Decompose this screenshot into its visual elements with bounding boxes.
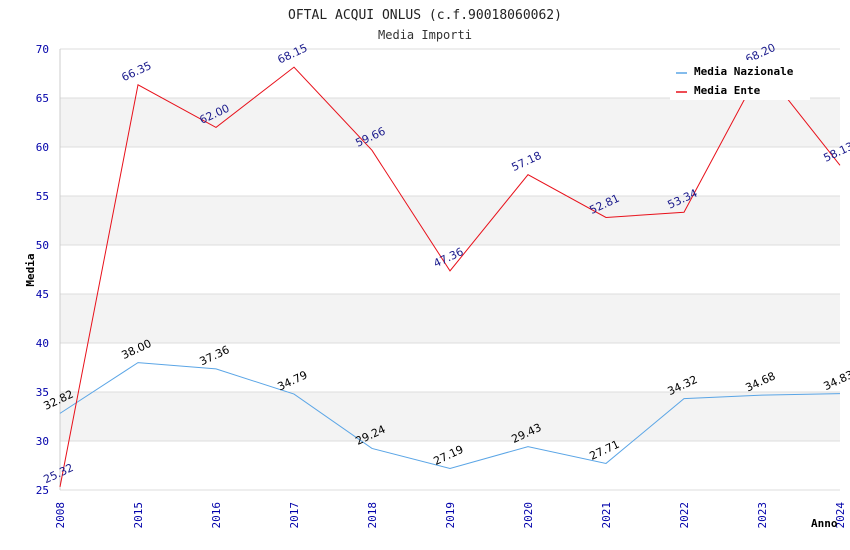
grid-bands [60,98,840,441]
x-tick-label: 2016 [210,502,223,529]
y-tick-label: 70 [36,43,49,56]
grid-band [60,294,840,343]
y-tick-label: 25 [36,484,49,497]
x-tick-label: 2019 [444,502,457,529]
y-tick-label: 40 [36,337,49,350]
data-label: 37.36 [197,343,231,368]
series-line-media-nazionale [59,362,841,470]
y-tick-label: 65 [36,92,49,105]
x-tick-label: 2008 [54,502,67,529]
data-label: 34.79 [275,368,309,393]
legend-label-media-ente: Media Ente [694,84,761,97]
data-label: 68.15 [275,41,309,66]
x-tick-label: 2022 [678,502,691,529]
x-axis-ticks: 2008 2015 2016 2017 2018 2019 2020 2021 2022 2023… [54,502,847,529]
x-tick-label: 2021 [600,502,613,529]
y-tick-label: 35 [36,386,49,399]
series-lines [59,65,841,487]
x-tick-label: 2015 [132,502,145,529]
grid-band [60,392,840,441]
grid-lines [60,48,840,491]
data-label: 34.68 [743,369,777,394]
x-tick-label: 2020 [522,502,535,529]
legend-label-media-nazionale: Media Nazionale [694,65,794,78]
grid-band [60,98,840,147]
y-axis-ticks: 25 30 35 40 45 50 55 60 65 70 [36,43,49,497]
data-label: 25.32 [41,461,75,486]
series-line-media-ente [59,65,841,487]
x-tick-label: 2024 [834,502,847,529]
y-tick-label: 30 [36,435,49,448]
y-tick-label: 55 [36,190,49,203]
y-tick-label: 60 [36,141,49,154]
data-label: 27.19 [431,443,465,468]
data-label: 66.35 [119,59,153,84]
x-tick-label: 2023 [756,502,769,529]
chart-title: OFTAL ACQUI ONLUS (c.f.90018060062) [288,8,562,23]
chart-subtitle: Media Importi [378,28,472,42]
legend: Media Nazionale Media Ente [670,60,810,100]
legend-background [670,60,810,100]
grid-band [60,196,840,245]
y-tick-label: 45 [36,288,49,301]
data-label: 57.18 [509,149,543,174]
y-tick-label: 50 [36,239,49,252]
x-tick-label: 2018 [366,502,379,529]
x-tick-label: 2017 [288,502,301,529]
y-axis-title: Media [24,253,37,286]
x-axis-title: Anno [811,517,838,530]
data-label: 47.36 [431,245,465,270]
data-label: 34.83 [821,368,850,393]
